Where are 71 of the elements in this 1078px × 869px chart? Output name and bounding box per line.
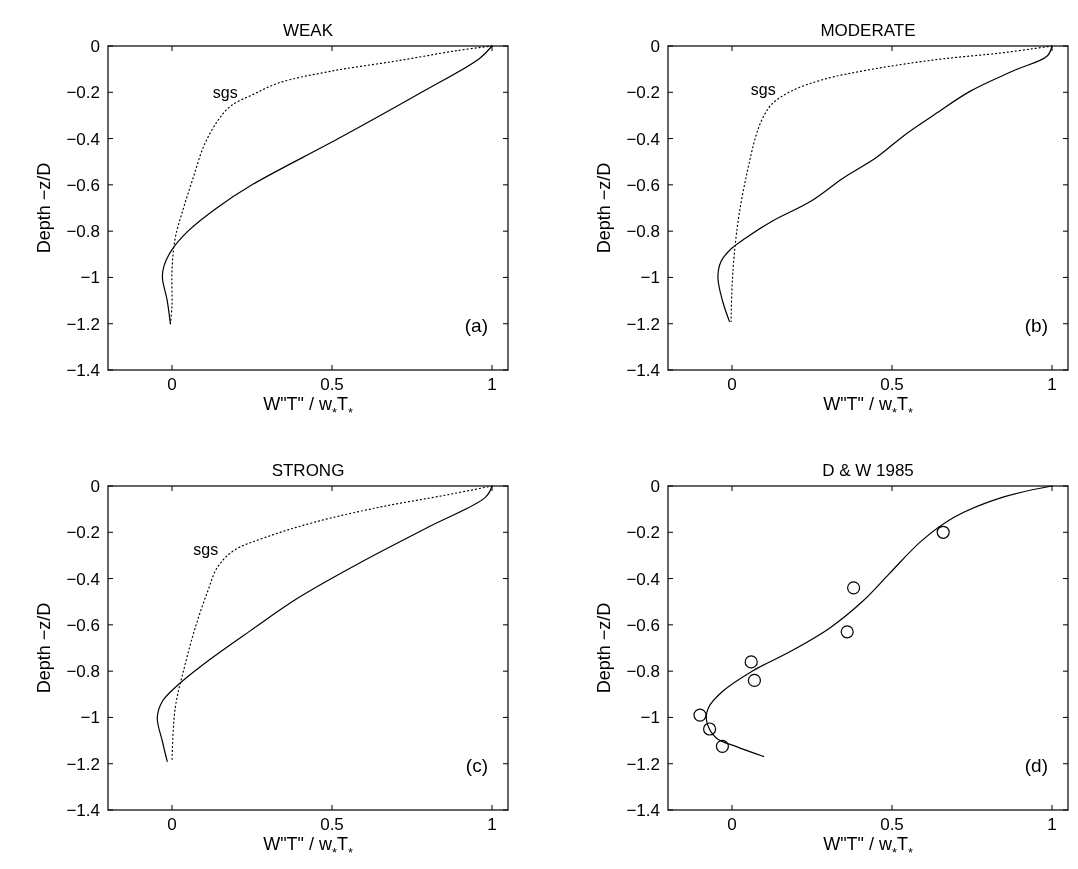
y-tick-label: −1 xyxy=(80,268,100,288)
y-tick-label: 0 xyxy=(90,37,100,56)
point xyxy=(847,581,861,595)
y-tick-label: −1 xyxy=(80,708,100,728)
x-tick-label: 1 xyxy=(487,375,497,394)
y-tick-label: −1.4 xyxy=(626,801,660,820)
y-tick-label: 0 xyxy=(650,37,660,56)
point xyxy=(715,739,729,753)
y-tick-label: −1.2 xyxy=(626,754,660,774)
y-tick-label: 0 xyxy=(90,477,100,496)
annotation: (c) xyxy=(465,754,488,776)
chart-title: D & W 1985 xyxy=(822,461,914,480)
point xyxy=(747,673,761,687)
y-tick-label: −1.2 xyxy=(66,754,100,774)
annotation: (a) xyxy=(464,314,488,336)
y-tick-label: −0.6 xyxy=(66,615,100,635)
y-tick-label: −0.2 xyxy=(66,523,100,543)
y-tick-label: −0.8 xyxy=(626,222,660,242)
y-tick-label: −0.8 xyxy=(66,662,100,682)
x-tick-label: 1 xyxy=(1047,375,1057,394)
y-tick-label: −1.2 xyxy=(626,314,660,334)
y-tick-label: −0.6 xyxy=(626,615,660,635)
x-axis-title: W"T" / w$_{*}$T$_{*}$ xyxy=(823,834,913,860)
annotation: sgs xyxy=(193,540,219,558)
x-axis-title: W"T" / w$_{*}$T$_{*}$ xyxy=(823,394,913,420)
x-tick-label: 0 xyxy=(727,815,737,834)
y-tick-label: −1.4 xyxy=(66,801,100,820)
y-tick-label: −0.4 xyxy=(626,569,660,589)
y-tick-label: −0.2 xyxy=(66,83,100,103)
point xyxy=(703,722,717,736)
y-tick-label: −0.6 xyxy=(66,175,100,195)
x-tick-label: 1 xyxy=(1047,815,1057,834)
y-tick-label: −0.4 xyxy=(626,129,660,149)
x-tick-label: 0 xyxy=(167,815,177,834)
x-axis-title: W"T" / w$_{*}$T$_{*}$ xyxy=(263,834,353,860)
y-tick-label: −0.8 xyxy=(626,662,660,682)
x-tick-label: 0.5 xyxy=(320,815,344,834)
annotation: (b) xyxy=(1024,314,1048,336)
y-tick-label: −1 xyxy=(640,708,660,728)
y-axis-title: Depth −z/D xyxy=(594,162,614,254)
annotation: (d) xyxy=(1024,754,1048,776)
x-tick-label: 0.5 xyxy=(880,375,904,394)
y-tick-label: −0.4 xyxy=(66,569,100,589)
y-tick-label: −0.2 xyxy=(626,523,660,543)
x-tick-label: 0.5 xyxy=(880,815,904,834)
point xyxy=(840,625,854,639)
chart-title: WEAK xyxy=(282,21,334,40)
x-tick-label: 1 xyxy=(487,815,497,834)
chart-title: STRONG xyxy=(271,461,345,480)
x-tick-label: 0.5 xyxy=(320,375,344,394)
y-axis-title: Depth −z/D xyxy=(34,162,54,254)
y-tick-label: −1.2 xyxy=(66,314,100,334)
x-tick-label: 0 xyxy=(167,375,177,394)
annotation: sgs xyxy=(212,84,238,102)
y-tick-label: 0 xyxy=(650,477,660,496)
x-axis-title: W"T" / w$_{*}$T$_{*}$ xyxy=(263,394,353,420)
y-tick-label: −0.8 xyxy=(66,222,100,242)
point xyxy=(693,708,707,722)
y-tick-label: −1.4 xyxy=(66,361,100,380)
y-axis-title: Depth −z/D xyxy=(594,602,614,694)
point xyxy=(936,525,950,539)
point xyxy=(744,655,758,669)
y-tick-label: −0.4 xyxy=(66,129,100,149)
y-tick-label: −0.2 xyxy=(626,83,660,103)
x-tick-label: 0 xyxy=(727,375,737,394)
annotation: sgs xyxy=(750,81,776,99)
y-tick-label: −1 xyxy=(640,268,660,288)
chart-title: MODERATE xyxy=(820,21,916,40)
y-tick-label: −1.4 xyxy=(626,361,660,380)
y-tick-label: −0.6 xyxy=(626,175,660,195)
y-axis-title: Depth −z/D xyxy=(34,602,54,694)
